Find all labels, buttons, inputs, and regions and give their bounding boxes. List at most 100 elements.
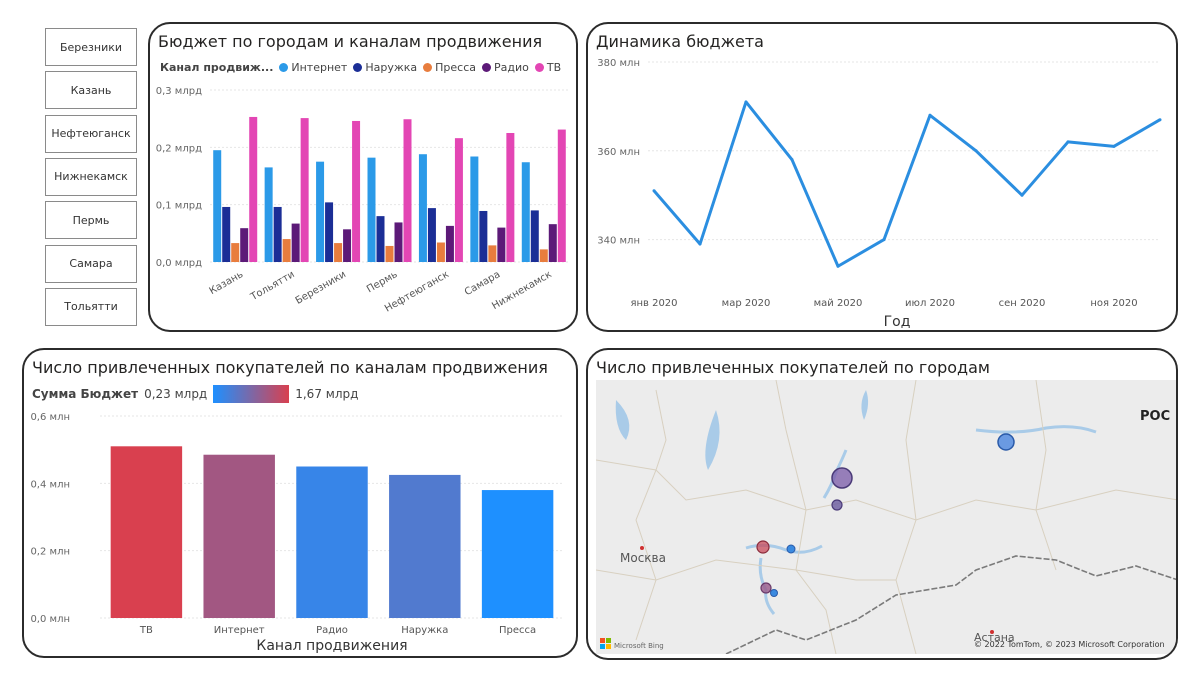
- legend-dot-icon: [423, 63, 433, 72]
- bar[interactable]: [548, 224, 557, 262]
- data-point[interactable]: [928, 113, 932, 117]
- bar[interactable]: [488, 245, 497, 262]
- bar[interactable]: [497, 227, 506, 262]
- slicer-item[interactable]: Березники: [45, 28, 137, 66]
- bar[interactable]: [481, 490, 554, 618]
- x-tick-label: Березники: [294, 269, 348, 307]
- city-bubble-large[interactable]: [831, 467, 853, 489]
- x-tick-label: мар 2020: [722, 298, 771, 309]
- bar[interactable]: [454, 138, 463, 262]
- lake-shape: [705, 410, 720, 470]
- y-tick-label: 0,0 млрд: [156, 258, 202, 269]
- x-tick-label: сен 2020: [999, 298, 1046, 309]
- chart1-legend-item[interactable]: Пресса: [423, 61, 476, 74]
- chart1-legend-item[interactable]: ТВ: [534, 61, 562, 74]
- bar[interactable]: [376, 216, 385, 262]
- data-point[interactable]: [974, 149, 978, 153]
- bar[interactable]: [273, 206, 282, 262]
- bar[interactable]: [213, 150, 222, 262]
- city-bubble-small[interactable]: [760, 582, 772, 594]
- bar[interactable]: [291, 223, 300, 262]
- bar[interactable]: [394, 222, 403, 262]
- bar[interactable]: [231, 243, 240, 262]
- slicer-item[interactable]: Нефтеюганск: [45, 114, 137, 153]
- chart1-legend-label: Наружка: [365, 61, 418, 74]
- bar[interactable]: [367, 157, 376, 262]
- bar[interactable]: [530, 210, 539, 262]
- bar[interactable]: [203, 454, 275, 618]
- y-tick-label: 0,6 млн: [30, 412, 70, 423]
- city-bubble-tiny[interactable]: [786, 544, 796, 554]
- bar[interactable]: [506, 133, 515, 262]
- bar[interactable]: [539, 249, 548, 262]
- data-point[interactable]: [836, 264, 840, 268]
- x-tick-label: Тольятти: [248, 269, 297, 303]
- bar[interactable]: [249, 116, 258, 262]
- bar[interactable]: [403, 119, 412, 262]
- bar[interactable]: [240, 228, 249, 262]
- x-axis-title: Год: [884, 314, 911, 330]
- bar[interactable]: [470, 156, 479, 262]
- bar[interactable]: [389, 474, 461, 618]
- astana-marker: [990, 630, 994, 634]
- bar[interactable]: [343, 229, 352, 262]
- bar[interactable]: [352, 120, 361, 263]
- bar[interactable]: [479, 210, 488, 262]
- bar[interactable]: [521, 162, 530, 262]
- chart1-legend-item[interactable]: Интернет: [279, 61, 347, 74]
- country-border: [725, 555, 1176, 654]
- x-tick-label: Интернет: [214, 625, 265, 636]
- bar[interactable]: [222, 206, 231, 262]
- chart1-legend-label: ТВ: [546, 61, 562, 74]
- lake-shape: [615, 400, 630, 440]
- bar[interactable]: [427, 208, 436, 262]
- data-point[interactable]: [1066, 140, 1070, 144]
- bar[interactable]: [296, 466, 368, 619]
- bar[interactable]: [418, 154, 427, 262]
- chart2-title: Динамика бюджета: [596, 32, 764, 51]
- slicer-item[interactable]: Пермь: [45, 201, 137, 240]
- budget-line[interactable]: [652, 100, 1161, 268]
- data-point[interactable]: [882, 238, 886, 242]
- bar[interactable]: [264, 167, 273, 262]
- data-point[interactable]: [698, 242, 702, 246]
- bar[interactable]: [300, 118, 309, 262]
- data-point[interactable]: [1158, 118, 1162, 122]
- chart1-legend-title: Канал продвиж...: [160, 61, 274, 74]
- bing-logo-icon: [606, 644, 611, 649]
- chart3-plot: 0,0 млн 0,2 млн 0,4 млн 0,6 млн ТВ Интернет Ра…: [30, 412, 564, 654]
- city-bubble-tiny[interactable]: [770, 589, 778, 597]
- data-point[interactable]: [1112, 144, 1116, 148]
- legend-dot-icon: [279, 63, 289, 72]
- city-bubble-medium[interactable]: [997, 433, 1015, 451]
- slicer-item[interactable]: Нижнекамск: [45, 157, 137, 196]
- y-tick-label: 0,1 млрд: [156, 201, 202, 212]
- x-tick-label: Наружка: [401, 625, 448, 636]
- city-bubble-small[interactable]: [831, 499, 843, 511]
- map-view[interactable]: Москва Астана РОС Microsoft Bing © 2022 …: [596, 380, 1178, 654]
- data-point[interactable]: [652, 189, 656, 193]
- chart1-legend-label: Радио: [494, 61, 529, 74]
- slicer-item[interactable]: Самара: [45, 244, 137, 283]
- bar[interactable]: [316, 161, 325, 262]
- x-tick-label: ТВ: [139, 625, 153, 636]
- chart1-legend-item[interactable]: Радио: [482, 61, 529, 74]
- moscow-marker: [640, 546, 644, 550]
- bar[interactable]: [385, 245, 394, 262]
- data-point[interactable]: [790, 158, 794, 162]
- bar[interactable]: [325, 202, 334, 262]
- city-bubble-small[interactable]: [756, 540, 770, 554]
- chart1-legend-item[interactable]: Наружка: [353, 61, 417, 74]
- river-line: [975, 425, 1097, 434]
- slicer-item[interactable]: Тольятти: [45, 287, 137, 326]
- slicer-item[interactable]: Казань: [45, 71, 137, 110]
- data-point[interactable]: [744, 100, 748, 104]
- y-tick-label: 360 млн: [597, 147, 640, 158]
- bar[interactable]: [110, 446, 183, 618]
- data-point[interactable]: [1020, 193, 1024, 197]
- bar[interactable]: [445, 225, 454, 262]
- bar[interactable]: [334, 243, 343, 262]
- bar[interactable]: [436, 242, 445, 262]
- bar[interactable]: [557, 129, 566, 262]
- bar[interactable]: [282, 239, 291, 262]
